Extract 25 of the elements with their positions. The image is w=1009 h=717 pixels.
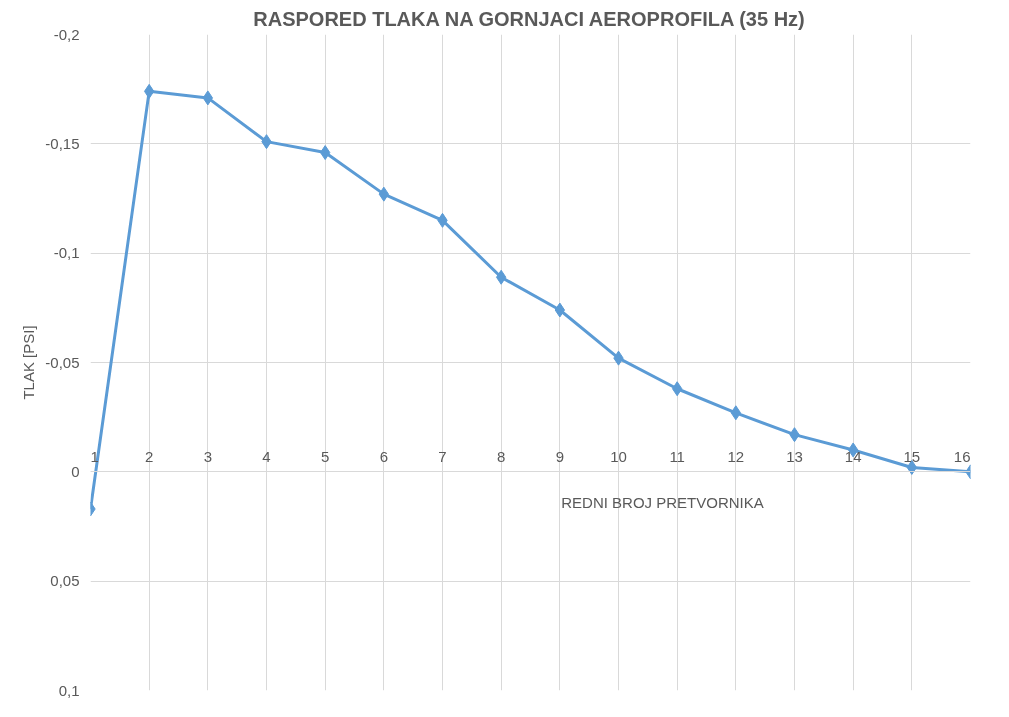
x-tick-label: 9	[555, 447, 565, 465]
chart-title: RASPORED TLAKA NA GORNJACI AEROPROFILA (35 Hz)	[253, 7, 805, 30]
x-tick-label: 7	[438, 447, 447, 465]
x-tick-label: 16	[953, 447, 971, 465]
x-tick-label: 6	[379, 447, 389, 465]
x-tick-label: 5	[321, 447, 330, 465]
y-axis-title: TLAK [PSI]	[20, 325, 38, 400]
y-tick-label: -0,1	[53, 244, 80, 262]
x-tick-label: 15	[903, 447, 921, 465]
x-tick-label: 10	[610, 447, 627, 465]
x-tick-label: 13	[786, 447, 803, 465]
y-tick-label: -0,15	[45, 134, 80, 152]
x-tick-label: 2	[145, 447, 154, 465]
x-tick-label: 14	[844, 447, 862, 465]
y-tick-label: 0,05	[50, 572, 80, 590]
y-tick-label: 0,1	[58, 681, 80, 699]
x-axis-title: REDNI BROJ PRETVORNIKA	[561, 493, 764, 511]
y-tick-label: -0,05	[45, 353, 80, 371]
x-tick-label: 4	[262, 447, 271, 465]
x-tick-label: 12	[727, 447, 745, 465]
y-tick-label: -0,2	[53, 25, 80, 43]
x-tick-label: 11	[669, 447, 685, 465]
x-tick-label: 8	[497, 447, 506, 465]
x-tick-label: 3	[203, 447, 213, 465]
y-tick-label: 0	[71, 462, 80, 480]
